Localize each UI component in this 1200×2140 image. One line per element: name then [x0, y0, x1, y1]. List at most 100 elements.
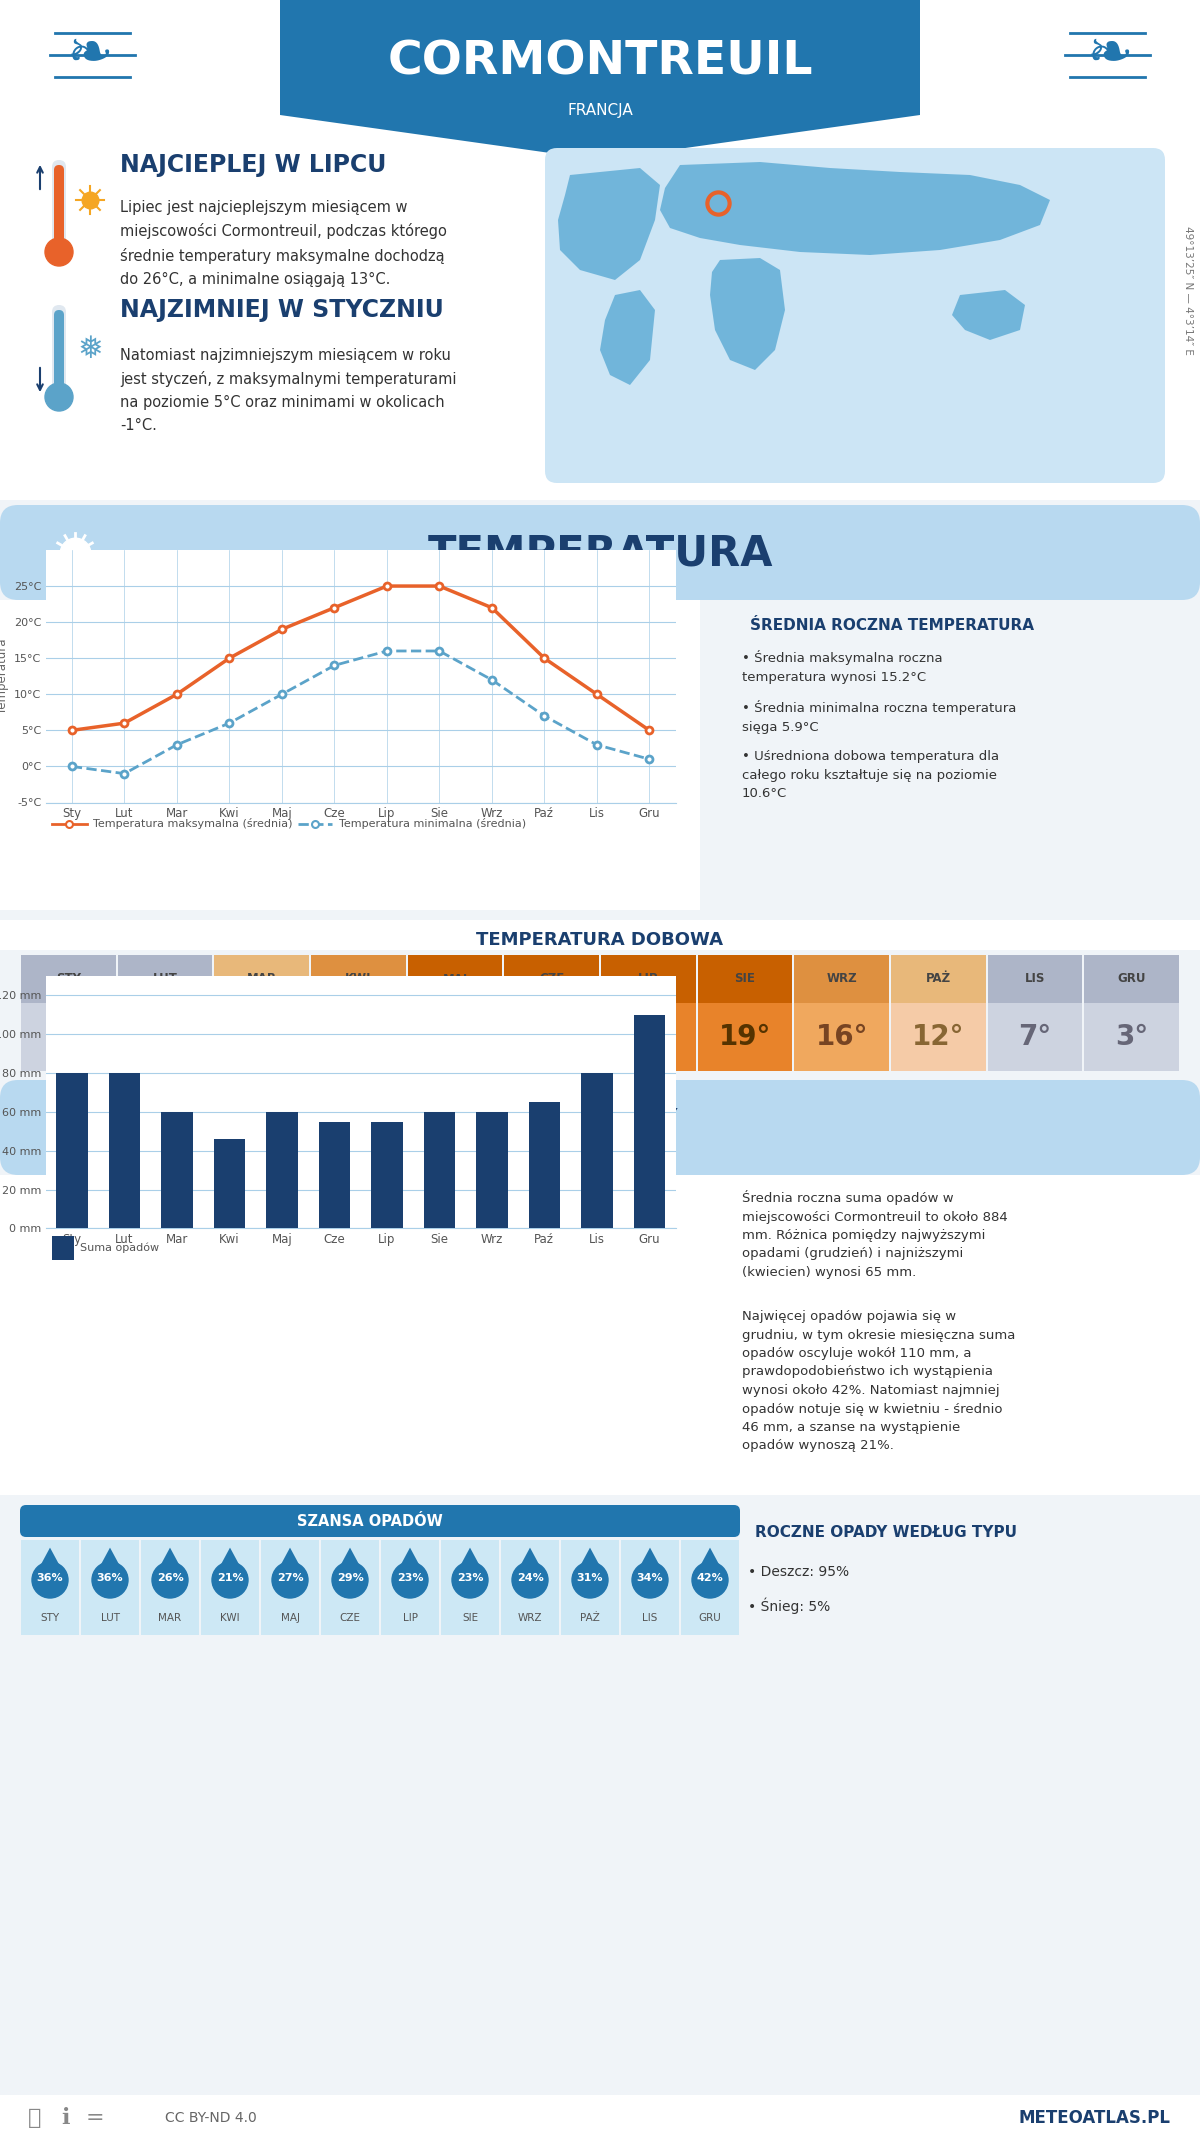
Text: 36%: 36% [97, 1573, 124, 1584]
Text: FRANCJA: FRANCJA [568, 103, 632, 118]
Bar [311, 954, 406, 1004]
Bar [215, 1004, 310, 1070]
Text: 21%: 21% [217, 1573, 244, 1584]
Bar [890, 954, 985, 1004]
Text: 2°: 2° [52, 1023, 85, 1051]
Polygon shape [217, 1547, 242, 1571]
Circle shape [92, 1562, 128, 1599]
Text: 16°: 16° [816, 1023, 868, 1051]
Circle shape [332, 1562, 368, 1599]
Bar [266, 1113, 298, 1228]
Text: CZE: CZE [340, 1614, 360, 1622]
Bar [22, 1541, 79, 1635]
Text: 12°: 12° [912, 1023, 965, 1051]
Text: NAJZIMNIEJ W STYCZNIU: NAJZIMNIEJ W STYCZNIU [120, 297, 444, 321]
Text: • Średnia maksymalna roczna
temperatura wynosi 15.2°C: • Średnia maksymalna roczna temperatura … [742, 651, 943, 683]
Text: WRZ: WRZ [827, 972, 857, 987]
Circle shape [632, 1562, 668, 1599]
Bar [601, 1004, 696, 1070]
Text: LIS: LIS [1025, 972, 1045, 987]
Polygon shape [710, 259, 785, 370]
Text: 10°: 10° [332, 1023, 384, 1051]
Bar [22, 954, 115, 1004]
Bar [581, 1072, 612, 1228]
Circle shape [572, 1562, 608, 1599]
Bar [0, 139, 1200, 501]
Text: STY: STY [56, 972, 80, 987]
Polygon shape [600, 291, 655, 385]
Text: TEMPERATURA DOBOWA: TEMPERATURA DOBOWA [476, 931, 724, 948]
Text: 24%: 24% [517, 1573, 544, 1584]
Polygon shape [457, 1547, 482, 1571]
Bar [794, 954, 889, 1004]
Bar [311, 1004, 406, 1070]
Bar [82, 1541, 139, 1635]
Text: ❧: ❧ [67, 28, 113, 81]
Circle shape [512, 1562, 548, 1599]
Polygon shape [397, 1547, 422, 1571]
Text: 34%: 34% [637, 1573, 664, 1584]
Text: Temperatura maksymalna (średnia): Temperatura maksymalna (średnia) [92, 817, 293, 830]
Text: 31%: 31% [577, 1573, 604, 1584]
Bar [634, 1014, 665, 1228]
Text: Natomiast najzimniejszym miesiącem w roku
jest styczeń, z maksymalnymi temperatu: Natomiast najzimniejszym miesiącem w rok… [120, 349, 456, 432]
Text: 23%: 23% [457, 1573, 484, 1584]
Bar [1085, 1004, 1180, 1070]
Bar [424, 1113, 455, 1228]
Polygon shape [577, 1547, 602, 1571]
FancyBboxPatch shape [54, 165, 64, 244]
Text: 3°: 3° [1115, 1023, 1148, 1051]
Circle shape [46, 238, 73, 265]
Text: KWI: KWI [346, 972, 372, 987]
Text: ŚREDNIA ROCZNA TEMPERATURA: ŚREDNIA ROCZNA TEMPERATURA [750, 618, 1034, 633]
Text: • Śnieg: 5%: • Śnieg: 5% [748, 1596, 830, 1614]
Bar [562, 1541, 619, 1635]
Text: • Deszcz: 95%: • Deszcz: 95% [748, 1564, 850, 1579]
Bar [322, 1541, 379, 1635]
Text: PAŻ: PAŻ [580, 1614, 600, 1622]
Text: TEMPERATURA: TEMPERATURA [427, 533, 773, 574]
Bar [108, 1072, 140, 1228]
Text: ROCZNE OPADY WEDŁUG TYPU: ROCZNE OPADY WEDŁUG TYPU [755, 1526, 1018, 1541]
Text: METEOATLAS.PL: METEOATLAS.PL [1018, 2110, 1170, 2127]
Text: PAŻ: PAŻ [925, 972, 950, 987]
FancyBboxPatch shape [54, 310, 64, 387]
Text: Lipiec jest najcieplejszym miesiącem w
miejscowości Cormontreuil, podczas któreg: Lipiec jest najcieplejszym miesiącem w m… [120, 199, 446, 287]
Text: STY: STY [41, 1614, 60, 1622]
Text: WRZ: WRZ [517, 1614, 542, 1622]
Circle shape [152, 1562, 188, 1599]
Bar [0, 2095, 1200, 2140]
Text: 19°: 19° [622, 1023, 674, 1051]
Text: NAJCIEPLEJ W LIPCU: NAJCIEPLEJ W LIPCU [120, 152, 386, 178]
Polygon shape [517, 1547, 542, 1571]
Polygon shape [697, 1547, 722, 1571]
Text: CZE: CZE [539, 972, 564, 987]
Bar [0, 0, 1200, 139]
Text: ❧: ❧ [1087, 28, 1133, 81]
Text: CORMONTREUIL: CORMONTREUIL [388, 39, 812, 83]
Text: LIP: LIP [402, 1614, 418, 1622]
Text: 42%: 42% [697, 1573, 724, 1584]
Text: LIP: LIP [638, 972, 659, 987]
Bar [215, 954, 310, 1004]
Circle shape [692, 1562, 728, 1599]
Bar [601, 954, 696, 1004]
Bar [22, 1004, 115, 1070]
Bar [118, 954, 212, 1004]
Text: 49°13’25″ N — 4°3’14″ E: 49°13’25″ N — 4°3’14″ E [1183, 225, 1193, 355]
Text: 36%: 36% [37, 1573, 64, 1584]
Text: MAJ: MAJ [281, 1614, 300, 1622]
Text: MAJ: MAJ [443, 972, 468, 987]
Text: 7°: 7° [1019, 1023, 1051, 1051]
Bar [142, 1541, 199, 1635]
Circle shape [212, 1562, 248, 1599]
Bar [0, 920, 1200, 950]
Bar [319, 1121, 350, 1228]
Bar [371, 1121, 403, 1228]
Polygon shape [558, 169, 660, 280]
Bar [214, 1138, 245, 1228]
Text: 3°: 3° [149, 1023, 181, 1051]
Bar [697, 1004, 792, 1070]
Bar [262, 1541, 319, 1635]
Bar [52, 1235, 74, 1260]
